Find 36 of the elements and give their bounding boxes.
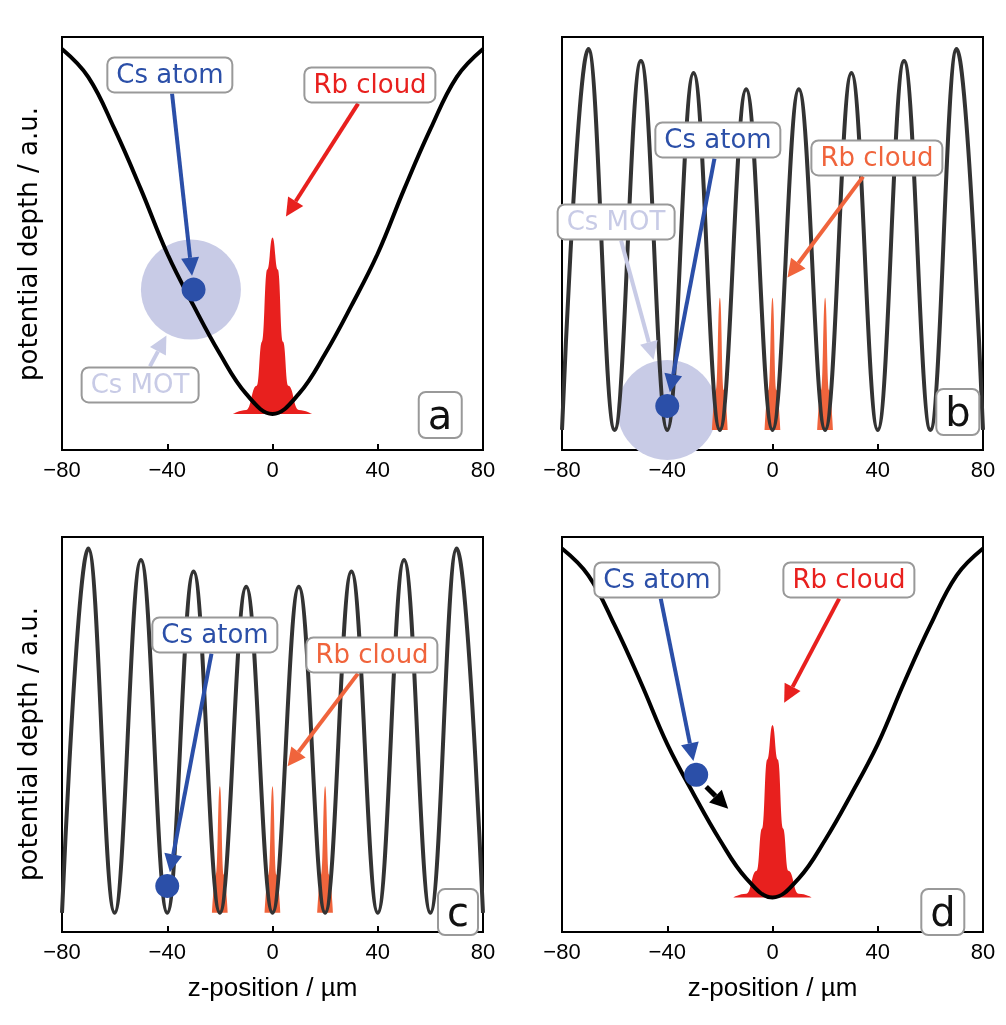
x-tick-label: 40 [365,938,390,964]
x-tick-label: −40 [648,938,686,964]
annotation: a [417,391,463,439]
annotation: Cs atom [654,121,782,159]
x-tick-label: 40 [865,938,890,964]
x-tick-label: 0 [266,456,279,482]
y-axis-title: potential depth / a.u. [13,606,43,881]
x-tick-label: −80 [543,938,581,964]
annotation: b [935,388,981,436]
x-tick-label: 0 [266,938,279,964]
annotation: Rb cloud [305,636,439,674]
y-axis-title: potential depth / a.u. [13,106,43,381]
annotation: c [437,888,479,936]
x-tick-label: 40 [365,456,390,482]
annotation: Cs atom [106,56,234,94]
x-tick-label: 80 [470,938,496,964]
x-tick-label: −40 [648,456,686,482]
x-tick-label: −80 [543,456,581,482]
annotation: Rb cloud [303,66,437,104]
x-tick-label: 40 [865,456,890,482]
annotation: Cs atom [593,561,721,599]
x-tick-label: 80 [970,938,996,964]
annotation: Rb cloud [810,139,944,177]
annotation: Rb cloud [782,561,916,599]
annotation: Cs atom [151,616,279,654]
x-tick-label: 0 [766,938,779,964]
annotation: d [920,888,966,936]
x-tick-label: −40 [148,938,186,964]
x-tick-label: 0 [766,456,779,482]
x-tick-label: 80 [470,456,496,482]
x-tick-label: 80 [970,456,996,482]
x-axis-title: z-position / µm [187,972,358,1002]
x-axis-title: z-position / µm [687,972,858,1002]
x-tick-label: −80 [43,456,81,482]
x-tick-label: −80 [43,938,81,964]
x-tick-label: −40 [148,456,186,482]
